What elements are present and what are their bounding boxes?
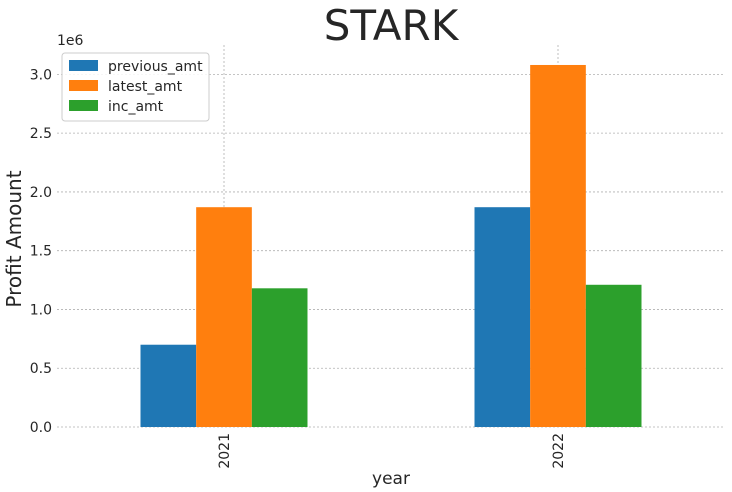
bars [140, 64, 642, 427]
legend: previous_amt latest_amt inc_amt [61, 52, 210, 122]
bar-inc_amt [251, 288, 308, 427]
bar-previous_amt [140, 344, 197, 427]
chart-title: STARK [324, 1, 460, 50]
y-offset-label: 1e6 [57, 33, 84, 49]
bar-inc_amt [585, 284, 642, 427]
y-tick-label: 2.0 [30, 185, 52, 201]
legend-swatch [69, 100, 98, 111]
legend-swatch [69, 80, 98, 91]
x-tick-label: 2022 [551, 433, 567, 469]
x-axis: 2021 2022 [217, 433, 567, 469]
y-axis-title: Profit Amount [2, 170, 26, 307]
x-tick-label: 2021 [217, 433, 233, 469]
bar-latest_amt [196, 207, 252, 427]
legend-label: latest_amt [108, 79, 183, 95]
bar-latest_amt [530, 64, 586, 427]
y-tick-label: 2.5 [30, 126, 52, 142]
y-tick-label: 1.5 [30, 244, 52, 260]
legend-label: inc_amt [108, 99, 164, 115]
legend-box [61, 52, 210, 122]
y-tick-label: 1.0 [30, 302, 52, 318]
legend-label: previous_amt [108, 59, 203, 75]
y-axis: 0.0 0.5 1.0 1.5 2.0 2.5 3.0 [30, 67, 52, 436]
y-tick-label: 3.0 [30, 67, 52, 83]
x-axis-title: year [372, 469, 410, 489]
y-tick-label: 0.5 [30, 361, 52, 377]
legend-swatch [69, 60, 98, 71]
bar-previous_amt [474, 207, 531, 427]
y-tick-label: 0.0 [30, 420, 52, 436]
